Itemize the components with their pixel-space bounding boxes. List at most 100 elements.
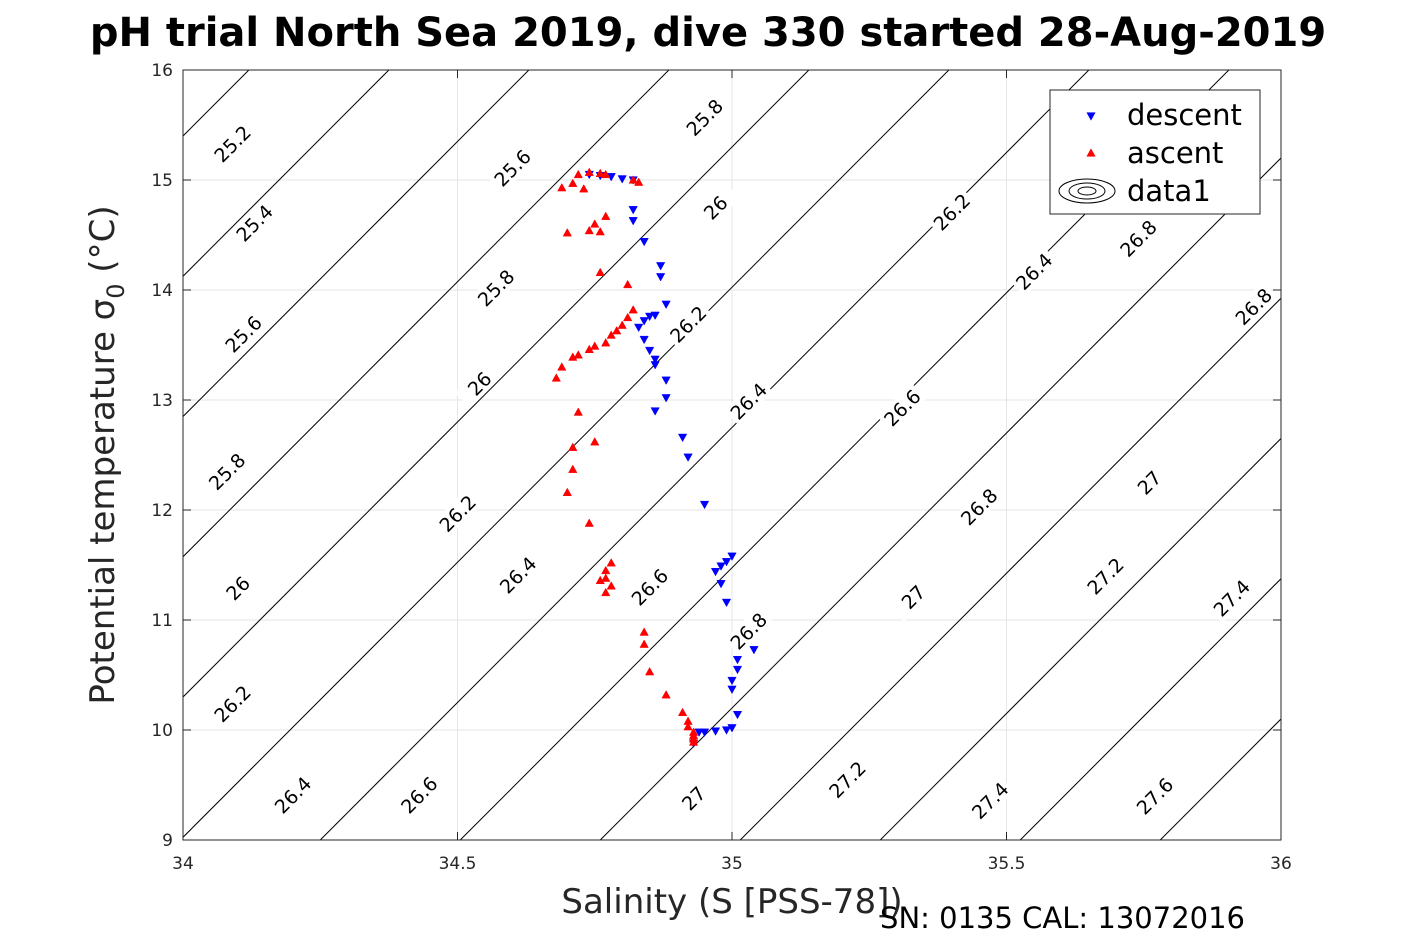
- contour-label-bg: [1124, 457, 1174, 508]
- ascent-point: [677, 707, 688, 717]
- descent-point: [661, 300, 671, 310]
- ascent-series: [551, 167, 699, 746]
- contour-label-bg: [690, 182, 741, 233]
- descent-point: [716, 562, 726, 571]
- descent-point: [617, 175, 627, 184]
- descent-point: [656, 273, 666, 282]
- ascent-point: [573, 407, 583, 416]
- contour-label-bg: [218, 309, 269, 359]
- ascent-point: [617, 320, 627, 329]
- ascent-point: [562, 487, 572, 497]
- contour-label-bg: [207, 678, 258, 729]
- legend-ascent-label: ascent: [1127, 136, 1223, 170]
- contour-label-bg: [1080, 551, 1131, 601]
- ascent-point: [595, 575, 605, 585]
- descent-point: [661, 376, 671, 385]
- legend-box: [1049, 89, 1261, 215]
- ascent-point: [628, 305, 638, 314]
- ascent-point: [595, 226, 605, 236]
- y-tick-label: 9: [162, 831, 173, 851]
- contour-label-bg: [723, 606, 774, 656]
- descent-point: [727, 685, 737, 695]
- isopycnal-line: [879, 437, 1281, 840]
- descent-point: [683, 453, 693, 462]
- serial-calibration-text: SN: 0135 CAL: 13072016: [880, 901, 1245, 935]
- descent-point: [727, 676, 737, 686]
- contour-label-bg: [268, 770, 318, 820]
- descent-point: [721, 598, 732, 608]
- isopycnal-line: [1019, 578, 1281, 840]
- contour-label-bg: [1129, 771, 1180, 821]
- descent-point: [628, 217, 638, 226]
- descent-point: [727, 552, 737, 561]
- contour-label-bg: [1009, 246, 1059, 297]
- ascent-point: [579, 184, 589, 193]
- x-tick-label: 35.5: [988, 854, 1026, 874]
- contour-label-bg: [954, 481, 1004, 532]
- contour-label-bg: [668, 773, 719, 823]
- legend: descent ascent data1: [1049, 89, 1261, 215]
- descent-point: [650, 355, 660, 365]
- y-tick-label: 11: [151, 611, 173, 631]
- legend-descent-triangle: [1086, 112, 1096, 121]
- isopycnal-line: [183, 70, 950, 838]
- contour-label-bg: [207, 118, 258, 169]
- contour-label-bg: [877, 382, 927, 433]
- descent-point: [650, 311, 660, 321]
- contour-label-bg: [822, 754, 873, 805]
- y-tick-label: 16: [151, 61, 173, 81]
- contour-label-bg: [663, 299, 713, 349]
- ascent-point: [573, 169, 583, 179]
- x-tick-label: 36: [1270, 854, 1292, 874]
- ascent-point: [562, 228, 572, 237]
- legend-data1-label: data1: [1127, 174, 1211, 208]
- ascent-point: [645, 666, 655, 676]
- ascent-point: [584, 225, 594, 235]
- y-axis-label: Potential temperature σ0 (°C): [83, 205, 130, 704]
- ascent-point: [634, 177, 644, 186]
- ascent-point: [557, 182, 567, 192]
- ascent-point: [557, 362, 567, 371]
- density-contours: [183, 70, 1281, 840]
- chart-title: pH trial North Sea 2019, dive 330 starte…: [90, 10, 1326, 56]
- ascent-point: [595, 267, 605, 277]
- y-tick-label: 13: [151, 391, 173, 411]
- y-axis-label-subscript: 0: [102, 283, 130, 298]
- descent-point: [749, 646, 759, 655]
- y-tick-label: 12: [151, 501, 173, 521]
- descent-point: [639, 317, 649, 326]
- y-axis-label-unit-text: (°C): [83, 205, 123, 272]
- descent-point: [661, 394, 671, 403]
- isopycnal-line: [183, 70, 670, 558]
- descent-point: [650, 407, 660, 416]
- ascent-point: [606, 330, 616, 339]
- contour-label-bg: [432, 488, 483, 539]
- ascent-point: [601, 573, 611, 582]
- descent-point: [639, 335, 649, 345]
- ascent-point: [568, 464, 578, 473]
- y-tick-label: 15: [151, 171, 173, 191]
- contour-label-bg: [487, 143, 538, 193]
- ascent-point: [568, 178, 578, 187]
- ascent-point: [601, 587, 611, 597]
- descent-point: [732, 710, 743, 720]
- contour-label-bg: [1206, 573, 1257, 623]
- descent-series: [584, 170, 759, 748]
- legend-descent-marker: [1086, 112, 1096, 121]
- ascent-point: [612, 325, 622, 335]
- ascent-point: [584, 518, 594, 527]
- ascent-point: [590, 437, 600, 446]
- legend-ascent-marker: [1086, 148, 1096, 157]
- isopycnal-line: [183, 70, 390, 277]
- y-axis-label-main: Potential temperature σ: [83, 299, 123, 705]
- ascent-point: [683, 721, 693, 731]
- x-axis-label: Salinity (S [PSS-78]): [561, 882, 902, 922]
- descent-point: [645, 312, 655, 322]
- descent-point: [634, 323, 644, 333]
- ascent-point: [601, 338, 611, 347]
- ascent-point: [661, 690, 671, 699]
- x-tick-label: 35: [721, 854, 743, 874]
- ascent-point: [590, 219, 600, 228]
- descent-point: [710, 727, 721, 736]
- contour-label-bg: [723, 376, 774, 426]
